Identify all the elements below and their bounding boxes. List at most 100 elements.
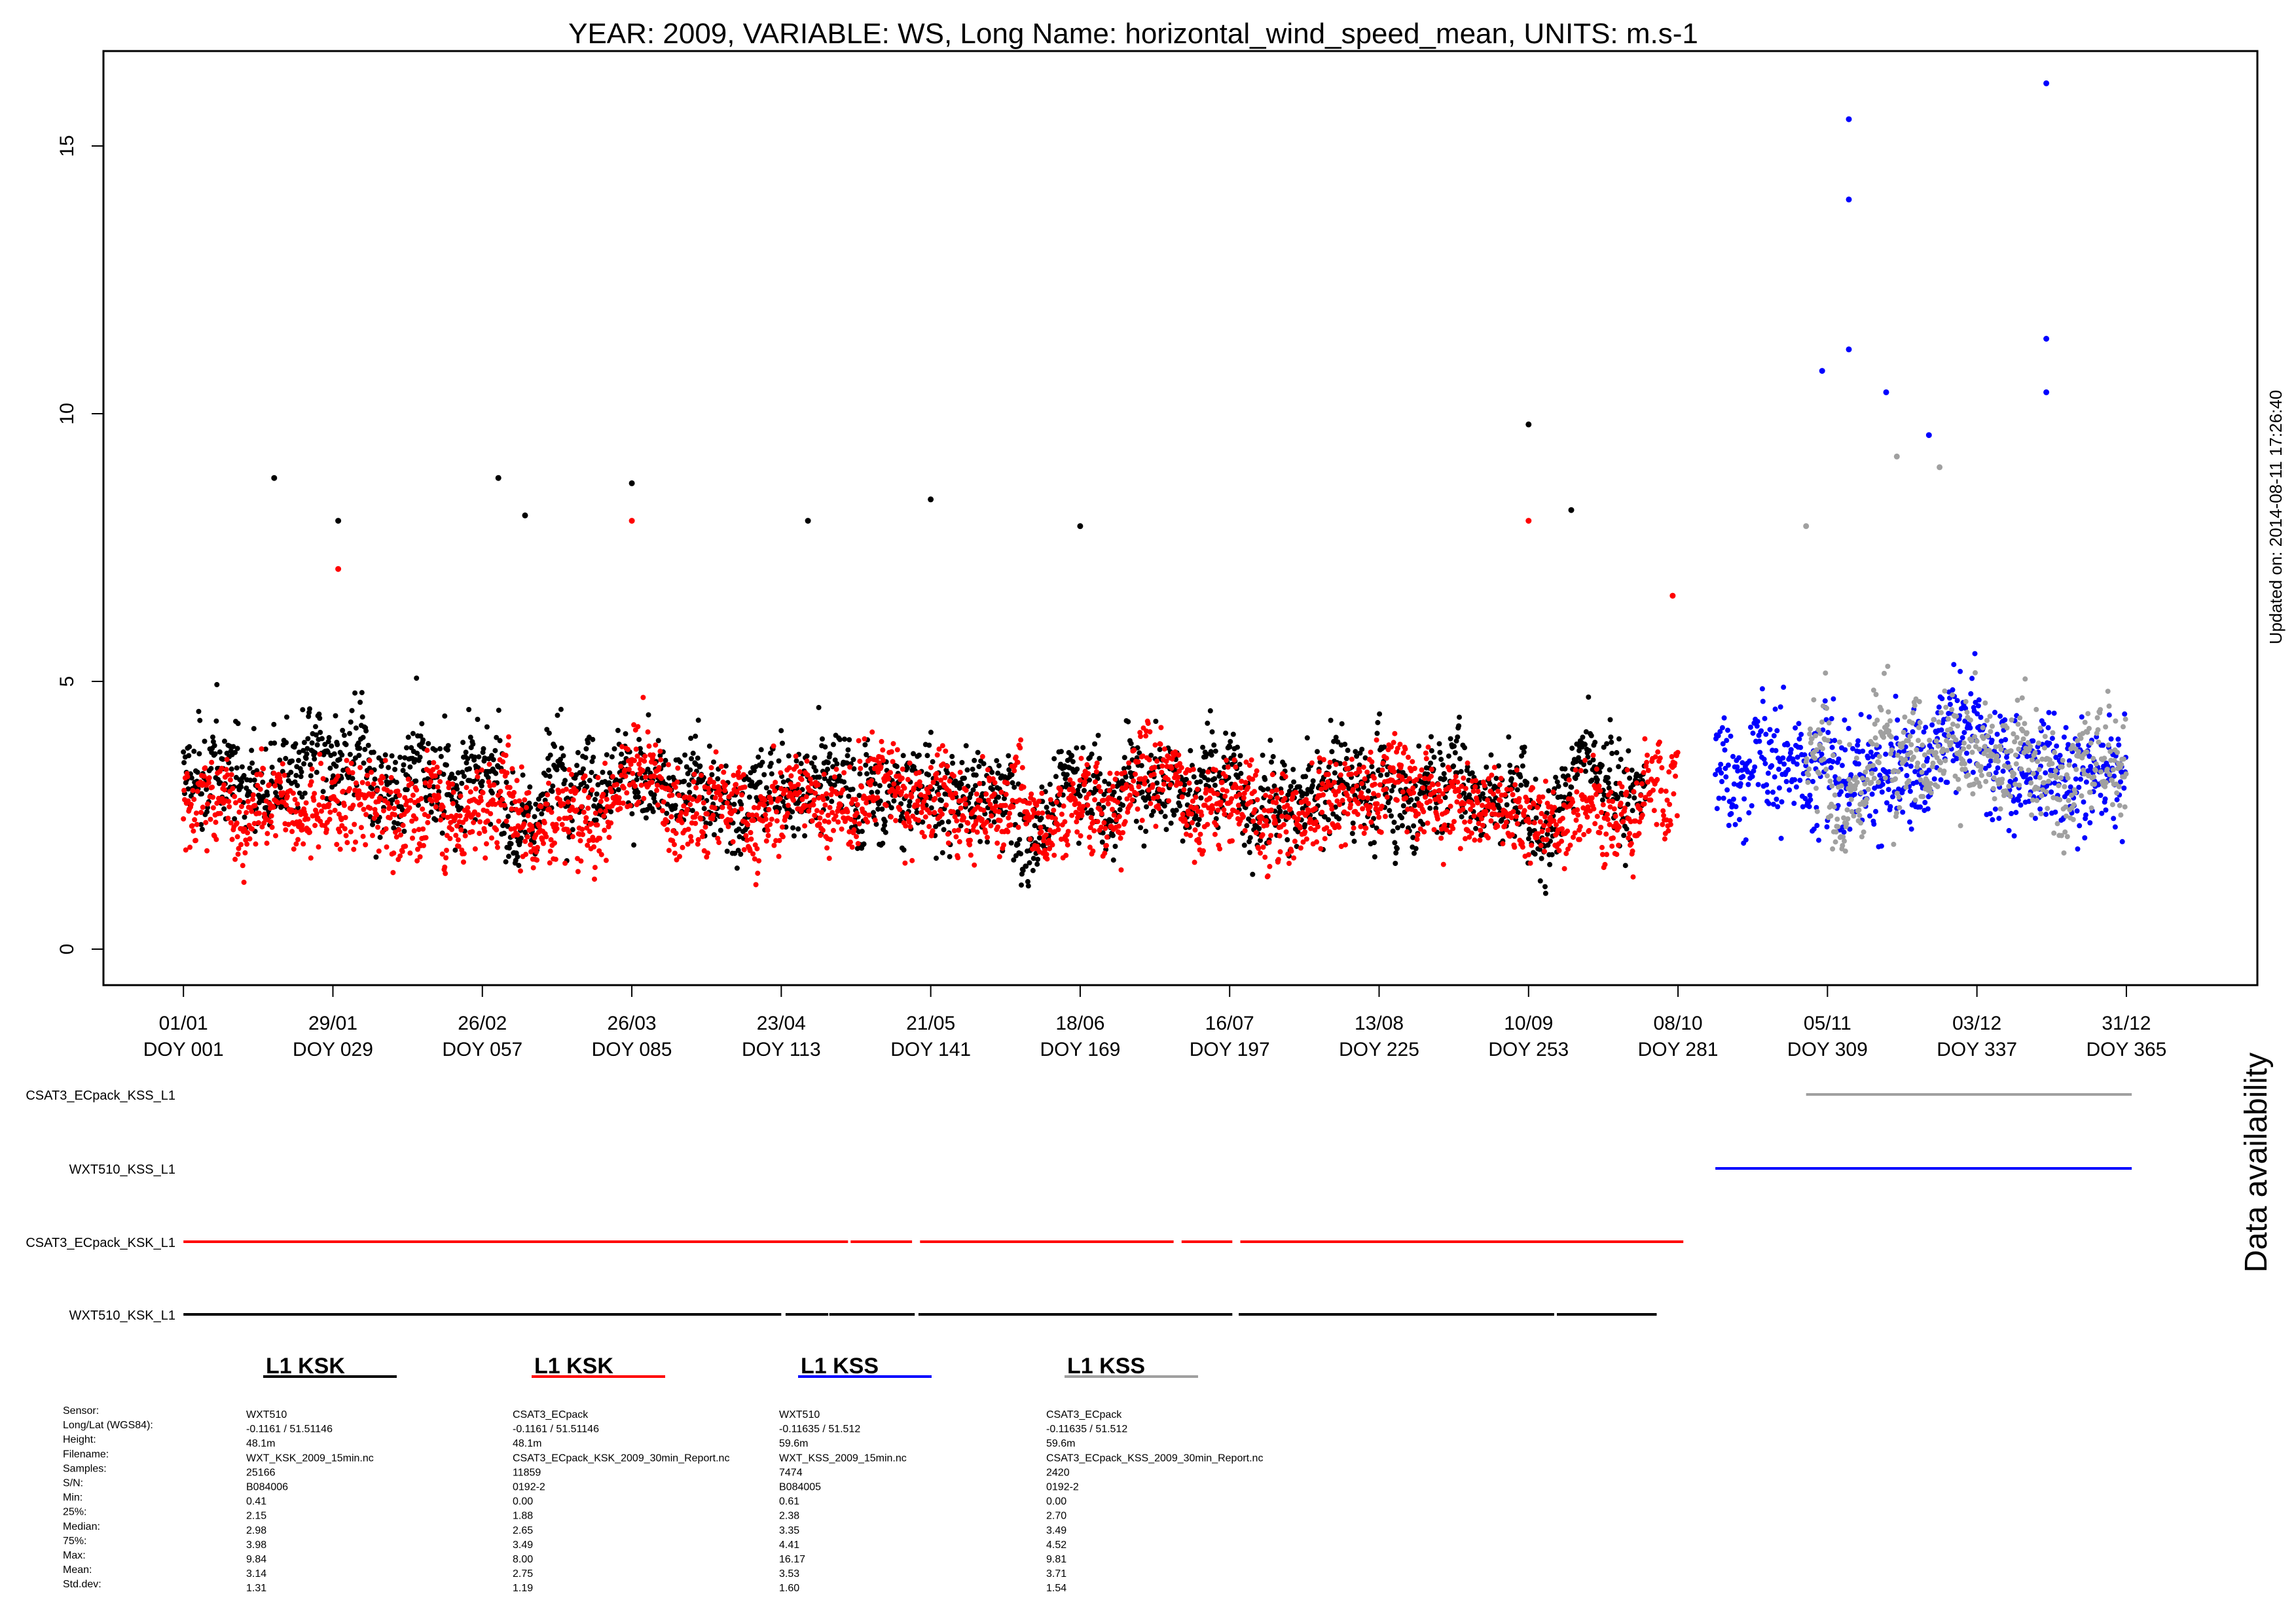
data-point [289,758,295,764]
data-point [737,765,742,770]
data-point [1043,832,1049,838]
data-point [1488,818,1494,824]
data-point [335,742,340,748]
data-point [1111,789,1117,795]
data-point [356,753,362,759]
data-point [1116,823,1121,829]
data-point [872,781,878,787]
data-point [524,834,530,840]
data-point [1339,721,1345,727]
data-point [1180,838,1186,844]
data-point [574,763,580,768]
data-point [1018,851,1024,857]
data-point [905,765,910,770]
data-point [1053,799,1059,805]
data-point [1322,836,1328,842]
data-point [1215,807,1221,813]
data-point [284,793,290,799]
data-point [543,834,549,840]
data-point [771,743,776,749]
data-point [1260,787,1266,793]
data-point [478,798,484,804]
data-point [707,776,713,782]
data-point [508,841,514,846]
data-point [314,742,320,748]
data-point [202,738,208,744]
data-point [745,821,751,827]
data-point [570,834,575,840]
data-point [1211,742,1217,748]
data-point [503,780,509,785]
data-point [1457,846,1463,852]
data-point [733,782,739,787]
data-point [1345,748,1351,753]
data-point [1358,823,1364,829]
data-point [367,765,373,771]
data-point [1252,807,1258,812]
data-point [1410,785,1416,791]
data-point [1479,816,1485,821]
data-point [906,819,912,825]
data-point [1432,789,1438,795]
data-point [1144,804,1149,810]
data-point [1058,761,1064,767]
data-point [378,780,384,786]
data-point [684,806,690,812]
data-point [1402,746,1408,752]
data-point [1267,863,1273,869]
data-point [1399,815,1405,821]
data-point [1265,873,1271,879]
data-point [549,788,555,794]
data-point [386,765,392,770]
data-point [739,792,745,798]
data-point [479,783,484,789]
data-point [763,816,769,822]
data-point [602,827,608,833]
data-point [1078,833,1084,839]
data-point [485,774,491,780]
data-point [457,813,463,819]
data-point [655,782,660,788]
data-point [915,798,921,804]
data-point [988,823,994,829]
data-point [690,750,696,756]
data-point [1355,801,1361,806]
data-point [490,797,496,803]
data-point [941,827,947,833]
data-point [996,854,1002,859]
data-point [722,787,728,793]
data-point [761,803,767,808]
data-point [1101,820,1107,825]
data-point [1001,842,1007,848]
data-point [634,777,640,782]
data-point [347,785,352,791]
data-point [1309,789,1314,795]
data-point [1136,784,1142,789]
data-point [1247,839,1252,844]
data-point [447,836,453,841]
data-point [701,800,706,806]
data-point [1222,793,1228,799]
data-point [1104,834,1110,840]
data-point [661,762,666,768]
data-point [691,771,697,777]
data-point [1531,820,1537,825]
data-point [1003,791,1009,797]
data-point [461,774,467,780]
data-point [598,808,603,814]
data-point [1552,804,1558,810]
data-point [715,776,721,782]
data-point [526,789,532,795]
data-point [264,792,270,798]
data-point [206,780,211,785]
data-point [916,752,922,758]
data-point [856,738,862,744]
data-point [1134,791,1140,797]
data-point [795,782,801,787]
data-point [770,784,776,789]
data-point [244,841,250,847]
data-point [1084,762,1090,768]
data-point [645,729,651,735]
data-point [239,804,244,810]
data-point [640,695,646,700]
